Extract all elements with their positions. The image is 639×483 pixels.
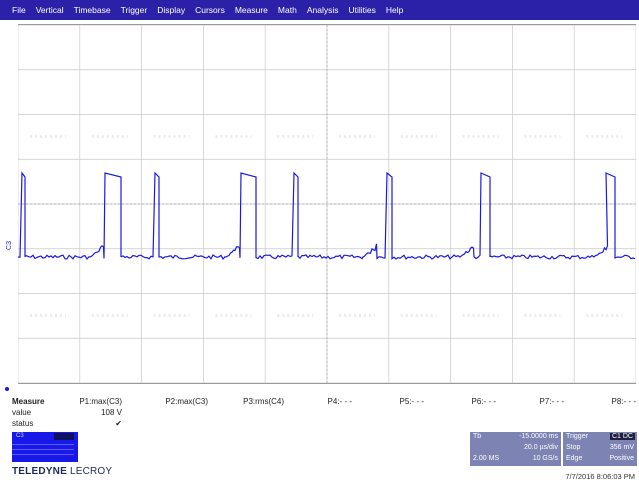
- waveform-grid[interactable]: [17, 24, 637, 384]
- measure-p4-name: P4:- - -: [327, 397, 352, 406]
- channel-descriptor-tag: [54, 433, 74, 440]
- channel-descriptor-box[interactable]: C3: [12, 432, 78, 462]
- measure-header-row: Measure: [12, 397, 639, 408]
- descriptor-line: [12, 449, 74, 450]
- timebase-div: 20.0 µs/div: [524, 444, 558, 451]
- menu-trigger[interactable]: Trigger: [120, 5, 148, 15]
- menu-bar: File Vertical Timebase Trigger Display Cursor…: [0, 0, 639, 20]
- menu-analysis[interactable]: Analysis: [306, 5, 339, 15]
- menu-cursors[interactable]: Cursors: [195, 5, 225, 15]
- measure-p1-name: P1:max(C3): [79, 397, 122, 406]
- descriptor-line: [12, 444, 74, 445]
- menu-math[interactable]: Math: [277, 5, 297, 15]
- measure-p6-name: P6:- - -: [471, 397, 496, 406]
- menu-help[interactable]: Help: [385, 5, 404, 15]
- menu-file[interactable]: File: [12, 5, 26, 15]
- measure-p1-status: ✔: [115, 419, 122, 428]
- trigger-slope: Positive: [609, 455, 634, 462]
- menu-timebase[interactable]: Timebase: [73, 5, 111, 15]
- channel-descriptor-header: C3: [14, 433, 76, 440]
- timebase-label: Tb: [473, 433, 482, 440]
- trigger-descriptor[interactable]: Trigger C1 DC Stop 356 mV Edge Positive: [563, 432, 637, 466]
- measure-p2-name: P2:max(C3): [165, 397, 208, 406]
- menu-display[interactable]: Display: [157, 5, 186, 15]
- brand-bold: TELEDYNE: [12, 466, 67, 477]
- timestamp: 7/7/2016 8:06:03 PM: [565, 472, 635, 481]
- measure-value-row: value: [12, 408, 639, 419]
- trigger-label: Trigger: [566, 433, 588, 440]
- trigger-channel: C1 DC: [609, 433, 635, 440]
- trigger-mode: Stop: [566, 444, 581, 451]
- menu-utilities[interactable]: Utilities: [348, 5, 376, 15]
- measure-title: Measure: [12, 397, 45, 406]
- channel-label: C3: [5, 241, 13, 250]
- menu-vertical[interactable]: Vertical: [35, 5, 64, 15]
- measure-p1-value: 108 V: [101, 408, 122, 417]
- timebase-samples: 2.00 MS: [473, 455, 500, 462]
- measure-table[interactable]: Measure value status P1:max(C3) 108 V ✔ P2:…: [12, 397, 639, 433]
- timebase-delay: -15.0000 ms: [519, 433, 558, 440]
- waveform-trace: [17, 171, 636, 261]
- graticule: [17, 24, 637, 384]
- channel-descriptor-label: C3: [16, 433, 24, 439]
- trigger-level: 356 mV: [609, 444, 634, 451]
- value-row-label: value: [12, 408, 32, 417]
- trigger-type: Edge: [566, 455, 583, 462]
- measure-p8-name: P8:- - -: [611, 397, 636, 406]
- ground-marker-icon[interactable]: [5, 387, 9, 391]
- timebase-rate: 10 GS/s: [532, 455, 558, 462]
- brand-logo: TELEDYNE LECROY: [12, 466, 112, 477]
- status-row-label: status: [12, 419, 34, 428]
- measure-p3-name: P3:rms(C4): [243, 397, 284, 406]
- menu-measure[interactable]: Measure: [234, 5, 268, 15]
- measure-status-row: status: [12, 419, 639, 430]
- descriptor-line: [12, 454, 74, 455]
- measure-p7-name: P7:- - -: [539, 397, 564, 406]
- measure-p5-name: P5:- - -: [399, 397, 424, 406]
- brand-light: LECROY: [69, 466, 113, 477]
- timebase-descriptor[interactable]: Tb -15.0000 ms 20.0 µs/div 2.00 MS 10 GS…: [470, 432, 561, 466]
